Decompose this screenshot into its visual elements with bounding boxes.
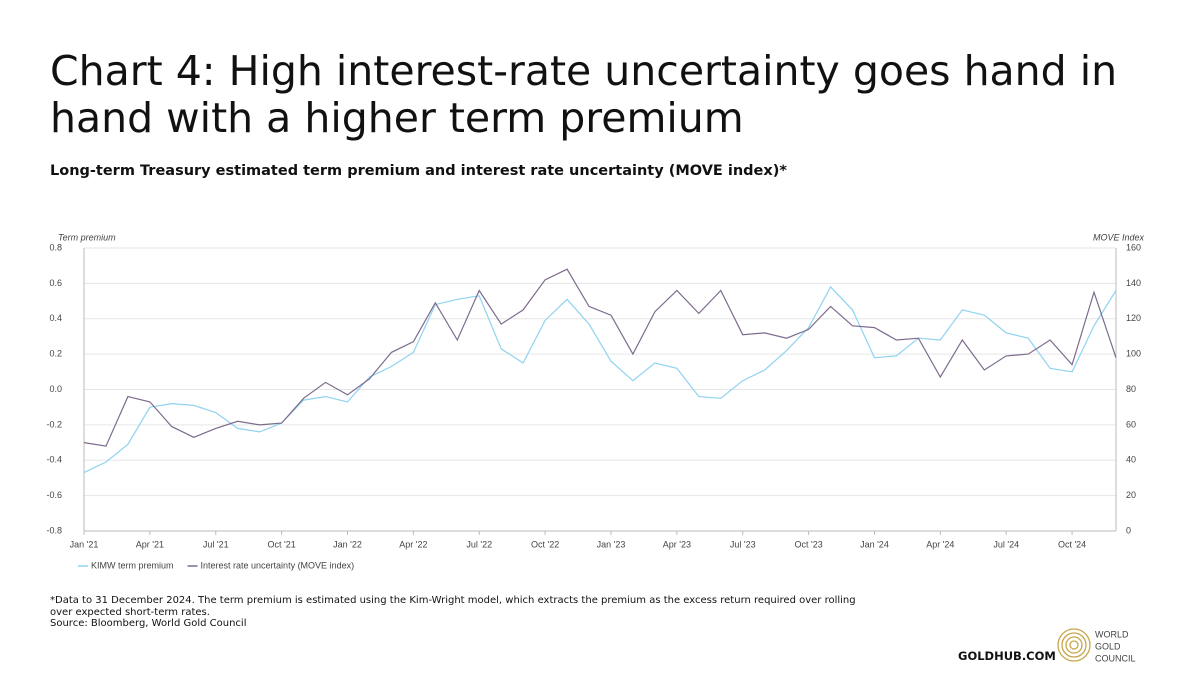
y2-tick-label: 100: [1126, 349, 1141, 359]
y2-axis-title: MOVE Index: [1093, 232, 1145, 242]
y-tick-label: 0.6: [49, 278, 62, 288]
chart: -0.8 -0.6 -0.4 -0.2 0.0 0.2 0.4 0.6 0.8 0 20 40 60 80…: [46, 232, 1145, 570]
x-tick-label: Apr '21: [136, 539, 164, 549]
y-tick-label: -0.4: [46, 455, 62, 465]
y2-tick-label: 80: [1126, 384, 1136, 394]
x-tick-label: Apr '22: [399, 539, 427, 549]
y2-tick-label: 40: [1126, 455, 1136, 465]
y-tick-label: 0.2: [49, 349, 62, 359]
legend-label: KIMW term premium: [91, 560, 174, 570]
logo-mark: [1057, 628, 1091, 662]
x-tick-label: Oct '23: [794, 539, 822, 549]
x-tick-label: Jan '22: [333, 539, 362, 549]
source: Source: Bloomberg, World Gold Council: [50, 618, 247, 629]
x-tick-label: Jul '22: [466, 539, 492, 549]
x-tick-label: Apr '24: [926, 539, 954, 549]
y2-tick-label: 120: [1126, 313, 1141, 323]
y2-tick-label: 20: [1126, 490, 1136, 500]
title: Chart 4: High interest-rate uncertainty …: [50, 47, 1118, 142]
y-tick-label: -0.8: [46, 525, 62, 535]
x-tick-label: Jan '23: [597, 539, 626, 549]
x-tick-label: Apr '23: [663, 539, 691, 549]
logo-text: WORLD: [1095, 629, 1129, 639]
y-axis-title: Term premium: [58, 232, 116, 242]
x-tick-label: Jul '24: [993, 539, 1019, 549]
x-tick-label: Oct '24: [1058, 539, 1086, 549]
series-line: [83, 268, 1117, 447]
y-tick-label: 0.4: [49, 313, 62, 323]
x-tick-label: Jul '23: [730, 539, 756, 549]
y-tick-label: -0.6: [46, 490, 62, 500]
y2-tick-label: 140: [1126, 278, 1141, 288]
logo-text: COUNCIL: [1095, 653, 1136, 663]
x-tick-label: Oct '22: [531, 539, 559, 549]
logo-text: GOLD: [1095, 641, 1121, 651]
footnote: *Data to 31 December 2024. The term prem…: [50, 595, 856, 618]
legend-label: Interest rate uncertainty (MOVE index): [201, 560, 355, 570]
logo: WORLD GOLD COUNCIL: [1057, 628, 1136, 663]
subtitle: Long-term Treasury estimated term premiu…: [50, 163, 787, 179]
website: GOLDHUB.COM: [958, 649, 1056, 663]
series-line: [83, 285, 1117, 474]
y-tick-label: 0.8: [49, 242, 62, 252]
y2-tick-label: 160: [1126, 242, 1141, 252]
y2-tick-label: 0: [1126, 525, 1131, 535]
x-tick-label: Jan '24: [860, 539, 889, 549]
x-tick-label: Jul '21: [203, 539, 229, 549]
y-tick-label: -0.2: [46, 419, 62, 429]
y2-tick-label: 60: [1126, 419, 1136, 429]
x-tick-label: Oct '21: [267, 539, 295, 549]
y-tick-label: 0.0: [49, 384, 62, 394]
x-tick-label: Jan '21: [70, 539, 99, 549]
footnotes: *Data to 31 December 2024. The term prem…: [50, 595, 880, 630]
